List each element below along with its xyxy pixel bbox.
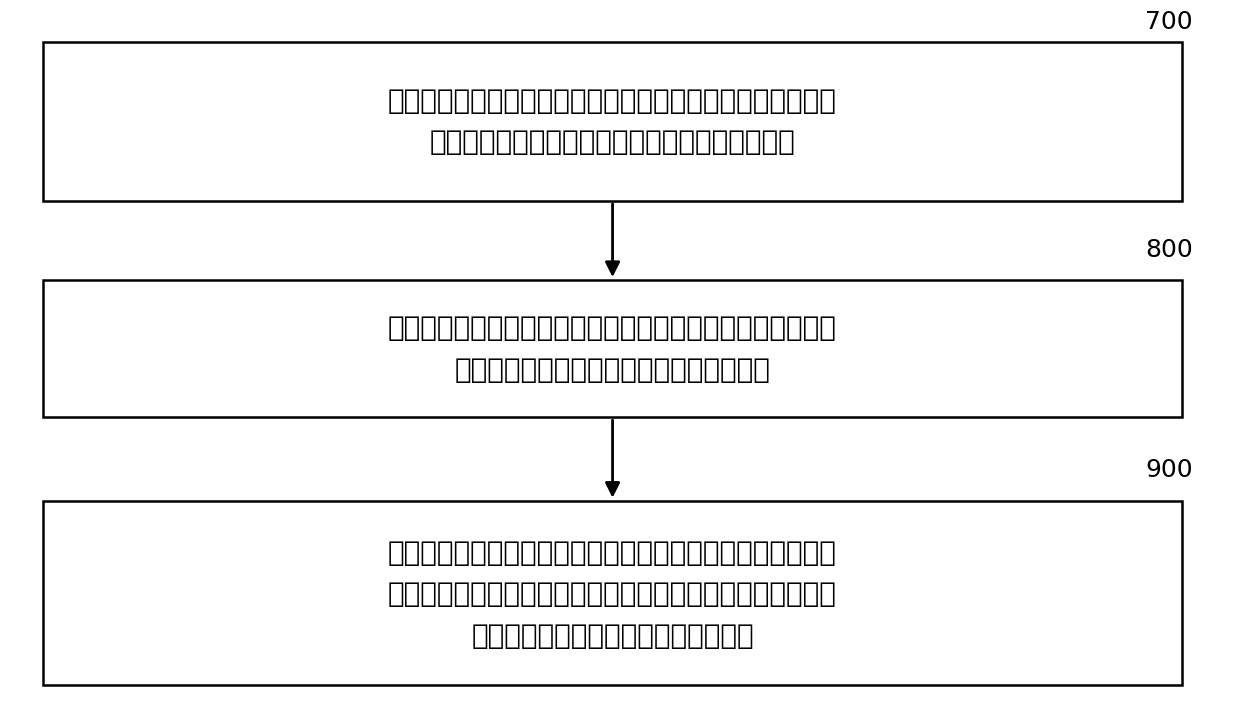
Text: 800: 800: [1145, 238, 1193, 262]
Text: 900: 900: [1146, 458, 1193, 482]
Text: 700: 700: [1146, 10, 1193, 34]
FancyBboxPatch shape: [43, 42, 1182, 201]
Text: 根据发射架起竖过程启停时激光捷联惯组输出的起竖俯仰角和
起竖横滚角形成发射架竖起的方向安装误差: 根据发射架起竖过程启停时激光捷联惯组输出的起竖俯仰角和 起竖横滚角形成发射架竖起…: [388, 314, 837, 384]
FancyBboxPatch shape: [43, 280, 1182, 417]
Text: 根据发射架调平工况时激光捷联惯组输出的调平俯仰角和调平
横滚角形成发射架的俯仰安装误差和横滚安装误差: 根据发射架调平工况时激光捷联惯组输出的调平俯仰角和调平 横滚角形成发射架的俯仰安…: [388, 87, 837, 156]
Text: 根据方向安装误差、俯仰安装误差和横滚安装误差形成发射架
相对激光捷联惯组的误差姿态矩阵，根据误差姿态矩阵形成发
射架坐标系相对导航坐标系的姿态矩阵: 根据方向安装误差、俯仰安装误差和横滚安装误差形成发射架 相对激光捷联惯组的误差姿…: [388, 539, 837, 649]
FancyBboxPatch shape: [43, 501, 1182, 685]
